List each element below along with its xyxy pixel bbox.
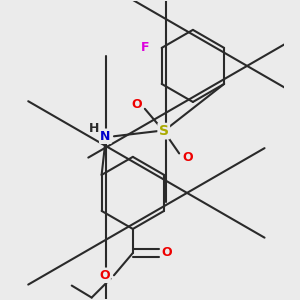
Text: O: O xyxy=(131,98,142,111)
Text: F: F xyxy=(141,41,150,54)
Text: H: H xyxy=(89,122,100,135)
Text: O: O xyxy=(162,247,172,260)
Text: N: N xyxy=(100,130,111,143)
Text: S: S xyxy=(159,124,169,138)
Text: O: O xyxy=(99,269,110,282)
Text: O: O xyxy=(182,151,193,164)
